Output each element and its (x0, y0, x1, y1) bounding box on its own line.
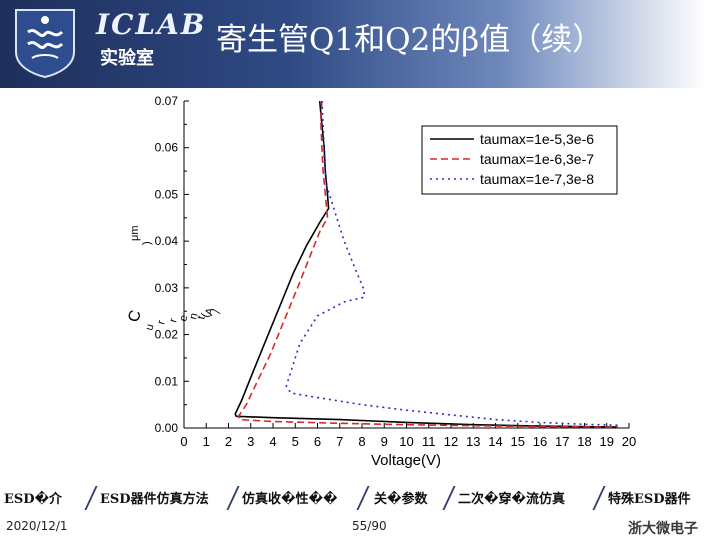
x-tick-label: 19 (600, 434, 614, 449)
x-tick-label: 15 (511, 434, 525, 449)
y-tick-label: 0.06 (155, 141, 179, 155)
legend: taumax=1e-5,3e-6 taumax=1e-6,3e-7 taumax=1… (430, 131, 594, 187)
footer-page-number: 55/90 (352, 519, 387, 533)
nav-item-second-breakdown[interactable]: 二次�穿�流仿真 (458, 492, 565, 507)
y-tick-label: 0.03 (155, 281, 179, 295)
y-axis-label-part: r (155, 319, 168, 326)
series-line-3 (285, 100, 618, 426)
nav-item-esd-intro[interactable]: ESD�介 (4, 492, 63, 507)
y-axis-label-part: ( (199, 312, 212, 319)
nav-divider (356, 486, 370, 510)
nav-divider (226, 486, 240, 510)
legend-label-3: taumax=1e-7,3e-8 (480, 171, 594, 187)
x-tick-label: 18 (577, 434, 591, 449)
y-axis-label-part: r (167, 317, 180, 324)
x-tick-label: 4 (269, 434, 276, 449)
y-tick-label: 0.01 (155, 374, 179, 388)
brand-subtitle: 实验室 (100, 48, 154, 69)
legend-label-2: taumax=1e-6,3e-7 (480, 151, 594, 167)
y-tick-label: 0.00 (155, 421, 179, 435)
y-tick-label: 0.04 (155, 234, 179, 248)
y-axis-label-part: ) (141, 241, 153, 245)
y-axis-label-part: u (143, 323, 156, 332)
x-tick-label: 9 (381, 434, 388, 449)
x-tick-label: 12 (444, 434, 458, 449)
nav-divider (84, 486, 98, 510)
x-tick-label: 8 (358, 434, 365, 449)
x-tick-label: 0 (180, 434, 187, 449)
y-tick-label: 0.02 (155, 328, 179, 342)
footer-date: 2020/12/1 (6, 519, 68, 533)
legend-box (421, 125, 618, 195)
brand-name: ICLAB (96, 8, 207, 41)
x-tick-label: 11 (422, 434, 436, 449)
slide-header: ICLAB 实验室 寄生管Q1和Q2的β值（续） (0, 0, 720, 88)
page-title: 寄生管Q1和Q2的β值（续） (216, 22, 604, 58)
x-tick-label: 16 (533, 434, 547, 449)
y-tick-label: 0.07 (155, 94, 179, 108)
y-axis-label-part: e (177, 314, 190, 323)
x-tick-label: 6 (314, 434, 321, 449)
series-line-1 (234, 100, 618, 428)
nav-item-key-parameters[interactable]: 关�参数 (374, 492, 428, 507)
nav-divider (442, 486, 456, 510)
nav-divider (592, 486, 606, 510)
university-logo-icon (15, 9, 75, 78)
x-axis-label: Voltage(V) (371, 452, 441, 469)
x-tick-label: 5 (292, 434, 299, 449)
x-tick-label: 2 (225, 434, 232, 449)
x-tick-label: 10 (399, 434, 413, 449)
x-tick-label: 7 (336, 434, 343, 449)
y-axis-label-part: / (211, 308, 224, 315)
x-tick-label: 14 (488, 434, 502, 449)
x-tick-label: 13 (466, 434, 480, 449)
y-tick-label: 0.05 (155, 187, 179, 201)
x-tick-group: 0 1 2 3 4 5 6 7 8 9 10 11 12 13 14 15 16 17 18 19 20 (180, 423, 636, 449)
y-axis-label-part: C (125, 308, 144, 324)
y-axis-label-part: μm (129, 225, 141, 241)
series-line-2 (237, 100, 618, 428)
y-tick-group: 0.00 0.01 0.02 0.03 0.04 0.05 0.06 0.07 (155, 94, 189, 435)
nav-item-special-esd-devices[interactable]: 特殊ESD器件 (608, 492, 691, 507)
x-tick-label: 1 (203, 434, 210, 449)
nav-item-esd-device-simulation[interactable]: ESD器件仿真方法 (100, 492, 209, 507)
x-tick-label: 3 (247, 434, 254, 449)
x-tick-label: 20 (622, 434, 636, 449)
nav-item-convergence[interactable]: 仿真收�性�� (242, 492, 338, 507)
bottom-navigation: ESD�介 ESD器件仿真方法 仿真收�性�� 关�参数 二次�穿�流仿真 特殊… (0, 486, 720, 512)
y-axis-label-part: t (195, 315, 207, 321)
legend-label-1: taumax=1e-5,3e-6 (480, 131, 594, 147)
x-tick-label: 17 (555, 434, 569, 449)
footer-school-logo: 浙大微电子 (628, 521, 698, 537)
y-axis-label-part: n (187, 312, 200, 321)
y-axis-label-part: A (203, 306, 217, 317)
series-group (234, 100, 618, 428)
